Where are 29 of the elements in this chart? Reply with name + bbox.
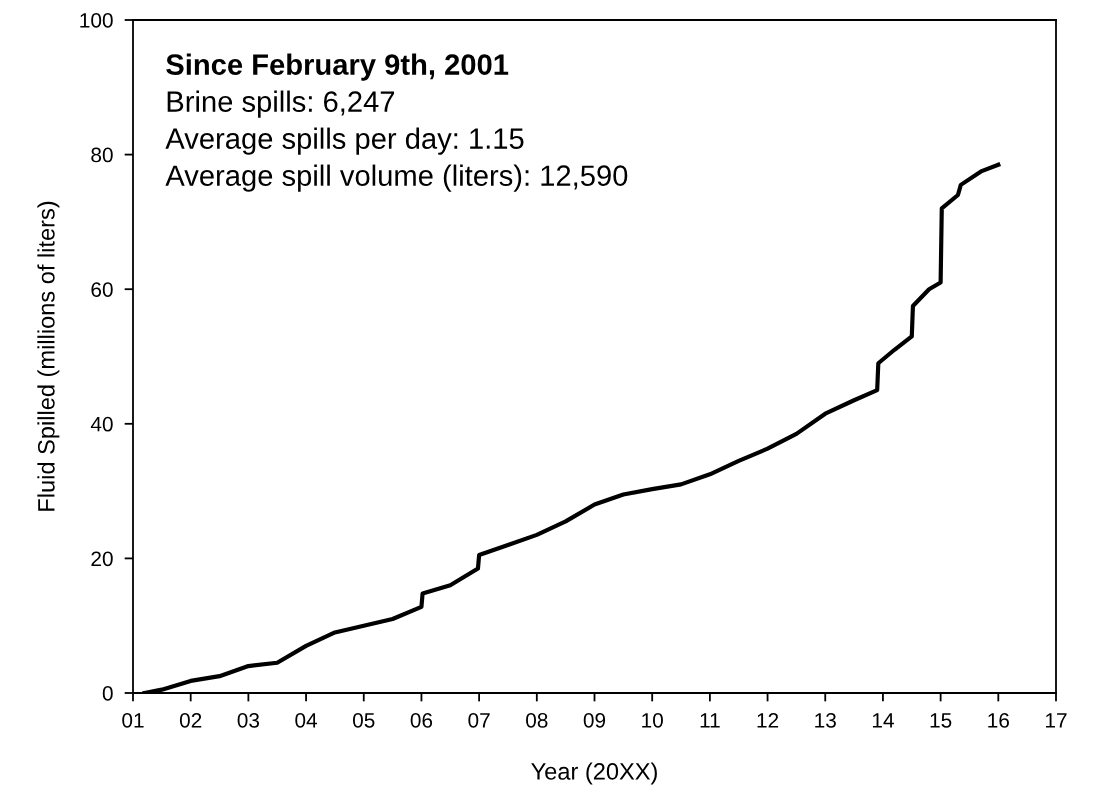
x-tick-label: 12 xyxy=(757,712,779,728)
x-tick-label: 10 xyxy=(642,712,663,728)
y-tick-label: 40 xyxy=(90,416,113,432)
x-tick-label: 11 xyxy=(700,713,720,728)
x-tick-label: 08 xyxy=(526,712,548,728)
x-tick-label: 14 xyxy=(872,713,894,728)
x-tick-label: 17 xyxy=(1046,713,1067,728)
y-tick-label: 20 xyxy=(91,551,113,567)
x-tick-label: 09 xyxy=(583,712,606,728)
x-tick-label: 06 xyxy=(410,712,433,728)
y-tick-label: 60 xyxy=(91,282,113,297)
x-tick-label: 13 xyxy=(815,712,836,728)
annotation: Brine spills: 6,247 xyxy=(167,90,395,118)
x-axis-title: Year (20XX) xyxy=(531,762,657,785)
y-tick-label: 0 xyxy=(102,686,113,701)
y-tick-label: 100 xyxy=(80,13,113,28)
x-tick-label: 03 xyxy=(237,712,260,728)
x-tick-label: 02 xyxy=(179,712,202,728)
x-tick-label: 16 xyxy=(988,712,1009,728)
y-tick-label: 80 xyxy=(91,147,113,163)
x-tick-label: 07 xyxy=(468,712,490,728)
x-tick-label: 01 xyxy=(122,712,144,728)
annotation: Since February 9th, 2001 xyxy=(166,53,509,81)
annotation: Average spill volume (liters): 12,590 xyxy=(165,164,628,192)
x-tick-label: 15 xyxy=(930,713,952,728)
annotation: Average spills per day: 1.15 xyxy=(165,127,524,155)
y-axis-title: Fluid Spilled (millions of liters) xyxy=(37,201,60,511)
x-tick-label: 04 xyxy=(295,712,318,728)
x-tick-label: 05 xyxy=(352,712,375,728)
